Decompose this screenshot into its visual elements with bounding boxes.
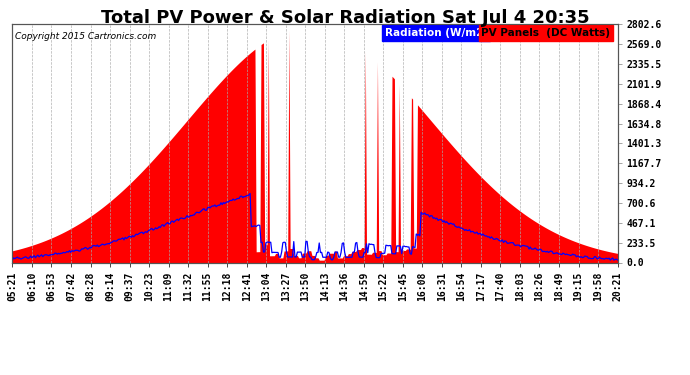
Text: Total PV Power & Solar Radiation Sat Jul 4 20:35: Total PV Power & Solar Radiation Sat Jul… bbox=[101, 9, 589, 27]
Text: Radiation (W/m2): Radiation (W/m2) bbox=[384, 28, 488, 38]
Text: PV Panels  (DC Watts): PV Panels (DC Watts) bbox=[482, 28, 611, 38]
Text: Copyright 2015 Cartronics.com: Copyright 2015 Cartronics.com bbox=[15, 32, 157, 40]
